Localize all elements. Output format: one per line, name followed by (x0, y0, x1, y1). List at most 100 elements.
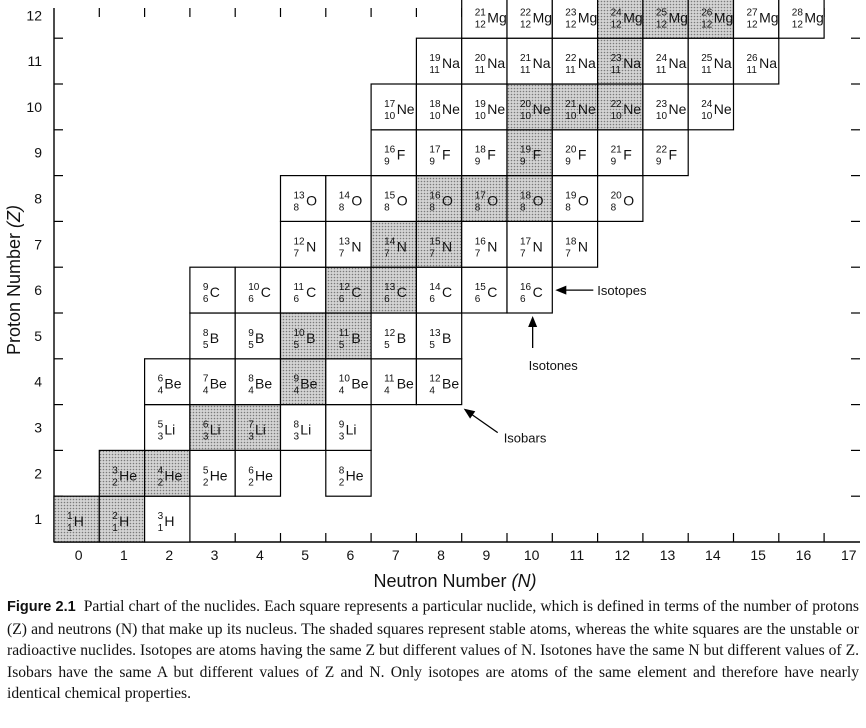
nuclide-label: 20 10Ne (520, 99, 551, 122)
axes: 0 1 2 3 4 5 6 7 8 9 10 11 12 13 14 15 16 1712345678910111… (26, 7, 860, 563)
nuclide-label: 21 10Ne (565, 99, 596, 122)
nuclide-label: 13 8 O (294, 191, 318, 214)
nuclide-label: 20 8 O (611, 191, 635, 214)
nuclide-cell-f-18: 18 9 F (461, 129, 508, 177)
x-tick-label: 14 (705, 547, 721, 563)
nuclide-label: 16 9 F (384, 145, 405, 168)
unstable-square (325, 358, 372, 406)
nuclide-cell-be-6: 6 4Be (144, 358, 191, 406)
element-symbol: B (210, 330, 219, 346)
y-tick-label: 3 (34, 420, 42, 436)
mass-number: 18 (475, 145, 487, 156)
element-symbol: Na (714, 55, 732, 71)
isotopes-label: Isotopes (597, 283, 647, 298)
mass-number: 14 (429, 282, 441, 293)
stable-square (98, 449, 146, 497)
element-symbol: N (487, 238, 497, 254)
proton-number: 3 (339, 432, 345, 443)
element-symbol: Ne (533, 101, 551, 117)
element-symbol: B (351, 330, 360, 346)
x-tick-label: 6 (347, 547, 355, 563)
mass-number: 8 (248, 374, 254, 385)
proton-number: 6 (294, 294, 300, 305)
x-tick-label: 17 (841, 547, 857, 563)
proton-number: 12 (792, 19, 804, 30)
nuclide-label: 11 5 B (339, 328, 361, 351)
stable-square (279, 312, 327, 360)
y-tick-label: 8 (34, 191, 42, 207)
nuclide-label: 17 7 N (520, 236, 543, 259)
nuclide-cell-mg-22: 22 12Mg (506, 0, 553, 39)
unstable-square (687, 37, 735, 85)
y-tick-label: 6 (34, 282, 42, 298)
proton-number: 10 (701, 111, 713, 122)
unstable-square (279, 175, 327, 223)
nuclide-cell-li-5: 5 3Li (144, 404, 191, 452)
proton-number: 12 (747, 19, 759, 30)
mass-number: 20 (611, 191, 623, 202)
mass-number: 11 (384, 374, 395, 385)
proton-number: 2 (248, 477, 254, 488)
proton-number: 7 (429, 248, 435, 259)
x-tick-label: 12 (614, 547, 630, 563)
proton-number: 10 (565, 111, 577, 122)
mass-number: 21 (475, 7, 487, 18)
unstable-square (461, 0, 508, 39)
mass-number: 19 (565, 191, 577, 202)
unstable-square (415, 83, 463, 131)
proton-number: 9 (565, 157, 571, 168)
mass-number: 13 (384, 282, 396, 293)
proton-number: 3 (203, 432, 209, 443)
nuclide-cell-f-20: 20 9 F (551, 129, 599, 177)
unstable-square (461, 83, 508, 131)
nuclide-cell-n-15: 15 7 N (415, 220, 463, 268)
element-symbol: Be (442, 376, 459, 392)
nuclide-label: 9 6C (203, 282, 220, 305)
nuclide-label: 12 5 B (384, 328, 406, 351)
element-symbol: H (119, 513, 129, 529)
mass-number: 19 (429, 53, 441, 64)
nuclide-label: 14 6 C (429, 282, 452, 305)
unstable-square (415, 37, 463, 85)
element-symbol: C (306, 284, 316, 300)
mass-number: 20 (475, 53, 487, 64)
proton-number: 6 (203, 294, 209, 305)
nuclide-cell-mg-24: 24 12Mg (596, 0, 644, 39)
mass-number: 13 (339, 236, 351, 247)
mass-number: 17 (520, 236, 532, 247)
nuclide-label: 26 11 Na (747, 53, 778, 76)
mass-number: 20 (520, 99, 532, 110)
isotones-annotation: Isotones (528, 316, 578, 373)
proton-number: 8 (611, 203, 617, 214)
nuclide-label: 8 3Li (294, 420, 312, 443)
mass-number: 9 (248, 328, 254, 339)
x-axis-label: Neutron Number (N) (373, 571, 536, 591)
element-symbol: Mg (623, 9, 642, 25)
mass-number: 6 (248, 465, 254, 476)
element-symbol: H (164, 513, 174, 529)
element-symbol: O (306, 193, 317, 209)
nuclide-label: 23 11 Na (611, 53, 642, 76)
element-symbol: O (533, 193, 544, 209)
mass-number: 19 (520, 145, 532, 156)
nuclide-cell-na-23: 23 11 Na (596, 37, 644, 85)
arrow-head (555, 285, 567, 295)
unstable-square (732, 37, 780, 85)
nuclide-label: 19 9 F (520, 145, 541, 168)
nuclide-label: 8 5B (203, 328, 219, 351)
proton-number: 4 (203, 386, 209, 397)
nuclide-cell-n-18: 18 7 N (551, 220, 599, 268)
y-axis-label: Proton Number (Z) (4, 205, 24, 355)
element-symbol: Be (397, 376, 414, 392)
element-symbol: Mg (533, 9, 552, 25)
element-symbol: O (351, 193, 362, 209)
nuclide-label: 18 10Ne (429, 99, 460, 122)
proton-number: 12 (701, 19, 713, 30)
stable-square (53, 495, 100, 543)
nuclide-cell-f-17: 17 9 F (415, 129, 463, 177)
stable-square (325, 266, 372, 314)
nuclide-cell-b-11: 11 5 B (325, 312, 372, 360)
nuclide-cell-b-12: 12 5 B (370, 312, 418, 360)
proton-number: 5 (384, 340, 390, 351)
